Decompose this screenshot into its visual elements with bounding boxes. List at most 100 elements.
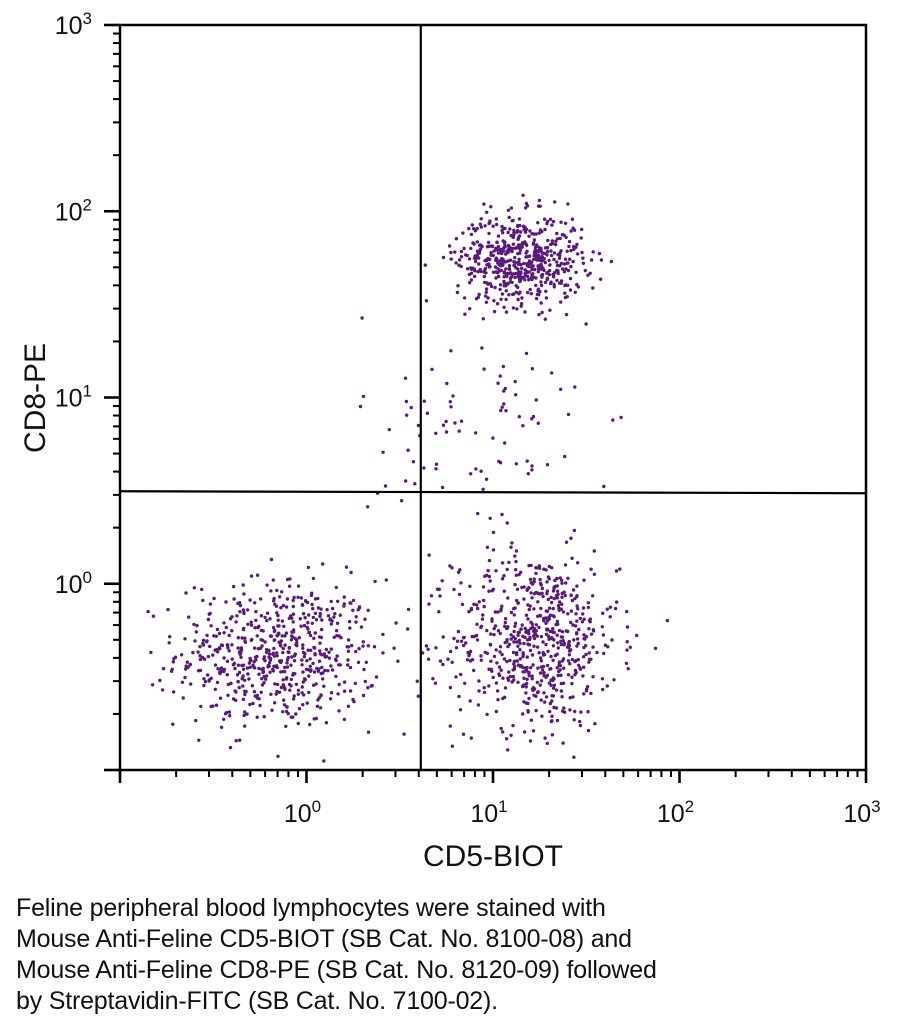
data-point [296, 688, 301, 692]
data-point [610, 638, 614, 642]
data-point [256, 647, 260, 651]
data-point [356, 608, 360, 612]
data-point [538, 671, 543, 675]
data-point [209, 624, 213, 628]
data-point [318, 706, 323, 710]
data-point [509, 610, 514, 615]
data-point [518, 248, 523, 252]
data-point [262, 715, 266, 719]
data-point [479, 469, 483, 473]
data-point [524, 201, 529, 206]
data-point [526, 617, 530, 621]
data-point [245, 712, 249, 716]
data-point [592, 549, 596, 553]
data-point [555, 278, 559, 283]
data-point [534, 590, 538, 595]
data-point [536, 270, 540, 274]
data-point [399, 499, 404, 503]
data-point [549, 683, 553, 687]
data-point [181, 696, 185, 700]
data-point [542, 257, 546, 261]
data-point [245, 666, 250, 670]
data-point [494, 222, 499, 227]
y-tick-label: 101 [55, 382, 92, 413]
data-point [512, 613, 516, 617]
data-point [347, 619, 352, 624]
data-point [463, 312, 467, 316]
data-point [507, 271, 512, 276]
data-point [563, 291, 567, 295]
data-point [559, 681, 563, 686]
data-point [321, 562, 325, 566]
data-point [260, 638, 265, 642]
data-point [455, 639, 460, 643]
data-point [578, 719, 582, 724]
data-point [283, 634, 287, 638]
data-point [591, 286, 595, 290]
data-point [552, 282, 556, 287]
data-point [491, 675, 495, 680]
data-point [557, 600, 562, 604]
data-point [581, 256, 585, 260]
data-point [315, 666, 319, 671]
data-point [470, 223, 474, 227]
data-point [487, 231, 491, 236]
x-tick-label: 103 [843, 797, 880, 828]
data-point [570, 598, 575, 603]
data-point [516, 633, 520, 637]
data-point [272, 646, 276, 651]
data-point [228, 714, 232, 718]
data-point [512, 667, 517, 671]
data-point [531, 629, 536, 633]
data-point [569, 229, 573, 233]
data-point [366, 608, 370, 612]
data-point [494, 217, 498, 221]
data-point [323, 668, 327, 673]
data-point [503, 686, 508, 690]
data-point [540, 714, 544, 718]
data-point [487, 558, 492, 563]
data-point [455, 290, 460, 295]
data-point [458, 568, 462, 572]
data-point [538, 577, 542, 582]
data-point [541, 651, 545, 655]
data-point [332, 635, 336, 639]
data-point [214, 703, 219, 707]
data-point [311, 661, 315, 666]
data-point [514, 549, 519, 553]
data-point [230, 615, 234, 619]
data-point [467, 610, 471, 614]
data-point [293, 636, 297, 641]
data-point [276, 754, 280, 758]
data-point [555, 619, 560, 624]
data-point [505, 521, 509, 525]
data-point [575, 631, 579, 635]
data-point [518, 279, 522, 284]
data-point [560, 659, 565, 663]
data-point [453, 421, 457, 425]
data-point [599, 258, 604, 262]
data-point [578, 723, 583, 728]
data-point [600, 625, 604, 629]
data-point [489, 284, 494, 289]
data-point [216, 650, 220, 654]
data-point [192, 586, 196, 590]
data-point [259, 597, 263, 601]
data-point [534, 571, 538, 576]
data-point [299, 596, 304, 600]
data-point [555, 596, 559, 600]
data-point [528, 648, 533, 653]
data-point [539, 280, 543, 284]
data-point [501, 258, 505, 262]
data-point [283, 665, 287, 670]
data-point [576, 641, 580, 646]
data-point [586, 728, 591, 733]
data-point [505, 659, 509, 664]
data-point [591, 629, 596, 633]
data-point [511, 723, 515, 728]
data-point [354, 620, 358, 624]
data-point [535, 634, 539, 638]
data-point [625, 640, 629, 644]
data-point [488, 220, 492, 224]
data-point [506, 208, 511, 212]
